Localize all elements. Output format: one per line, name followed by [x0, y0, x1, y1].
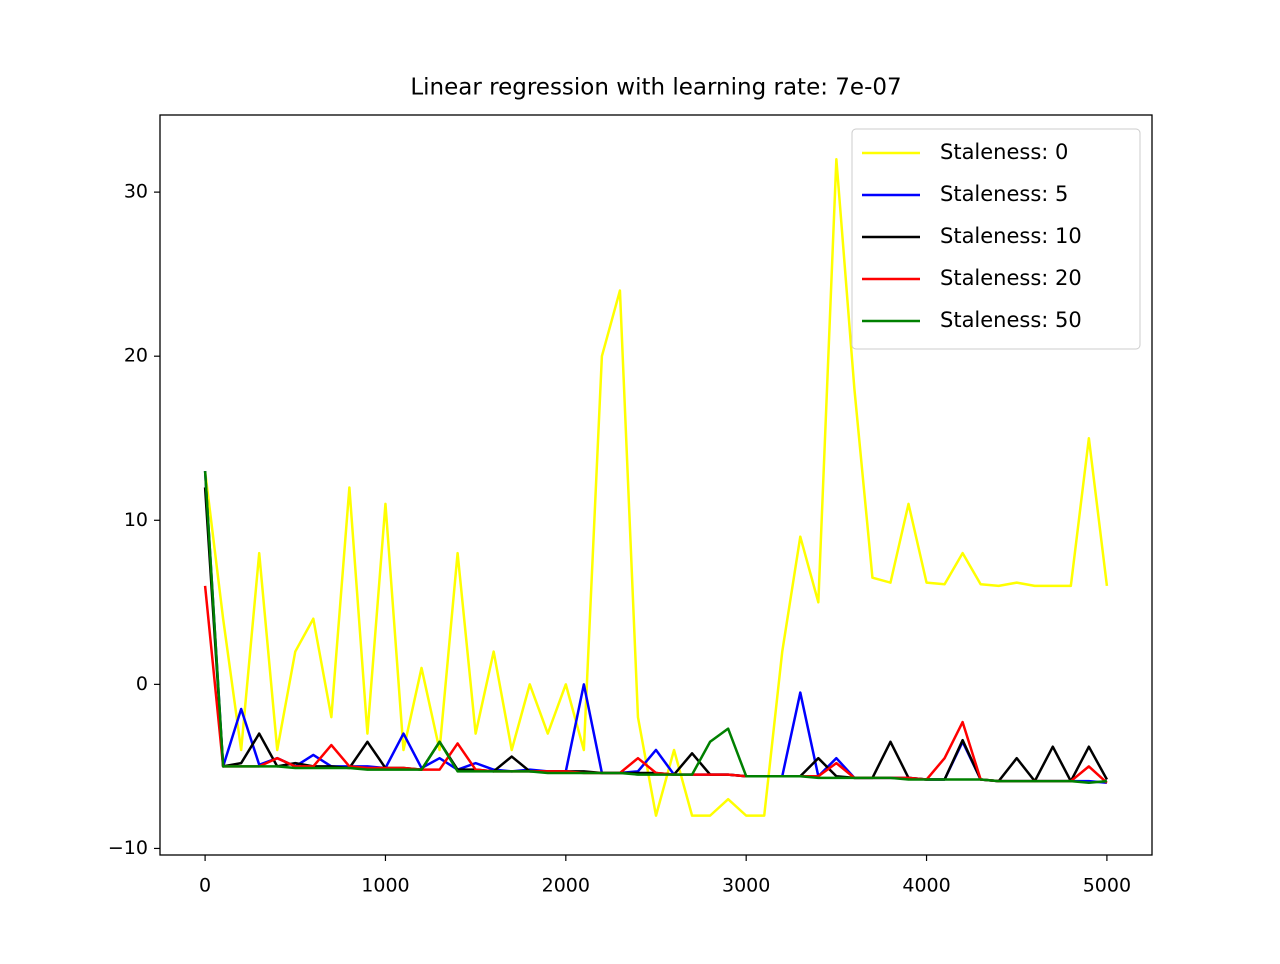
legend-box [851, 128, 1141, 350]
legend: Staleness: 0 Staleness: 5 Staleness: 10 Sta… [851, 128, 1141, 350]
x-tick-label: 0 [199, 875, 211, 897]
series-line [203, 470, 1108, 785]
legend-label: Staleness: 0 [940, 140, 1068, 164]
y-tick-label: 20 [124, 345, 148, 367]
series-line [203, 470, 1108, 785]
plot-frame [159, 114, 1153, 856]
x-tick-label: 2000 [542, 875, 590, 897]
chart-title: Linear regression with learning rate: 7e… [410, 75, 901, 101]
x-tick-label: 5000 [1083, 875, 1131, 897]
y-tick-label: 30 [124, 181, 148, 203]
y-tick-label: −10 [108, 837, 148, 859]
x-tick-label: 1000 [361, 875, 409, 897]
legend-label: Staleness: 5 [940, 182, 1068, 206]
y-tick-label: 0 [136, 673, 148, 695]
y-tick-label: 10 [124, 509, 148, 531]
legend-label: Staleness: 50 [940, 308, 1082, 332]
series-line [203, 487, 1109, 783]
series-line [203, 585, 1108, 784]
legend-label: Staleness: 10 [940, 224, 1082, 248]
series-line [203, 158, 1109, 817]
legend-label: Staleness: 20 [940, 266, 1082, 290]
x-tick-label: 3000 [722, 875, 770, 897]
x-tick-label: 4000 [902, 875, 950, 897]
